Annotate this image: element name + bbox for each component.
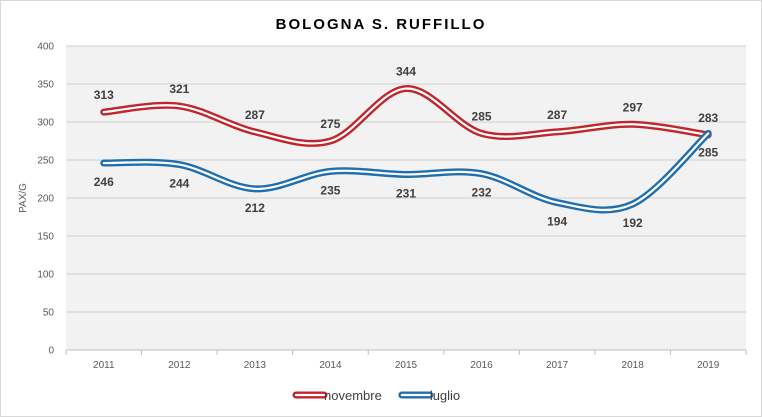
data-label: 285 xyxy=(698,145,718,159)
y-tick-label: 50 xyxy=(43,308,55,319)
data-label: 246 xyxy=(94,175,114,189)
data-label: 231 xyxy=(396,186,416,200)
y-tick-label: 400 xyxy=(37,42,54,53)
x-tick-label: 2016 xyxy=(470,360,493,371)
series-luglio xyxy=(100,129,712,214)
x-axis-ticks: 2011 2012 2013 2014 2015 2016 2017 2018 2019 xyxy=(93,360,720,371)
legend: novembre luglio xyxy=(292,388,460,403)
legend-label: novembre xyxy=(324,388,382,403)
data-label: 313 xyxy=(94,88,114,102)
data-label: 285 xyxy=(472,109,492,123)
legend-item-luglio: luglio xyxy=(398,388,460,403)
series-novembre xyxy=(100,85,712,147)
data-label: 283 xyxy=(698,111,718,125)
data-labels: 313 321 287 275 344 285 287 297 283 246 244 212 235 2… xyxy=(94,65,719,231)
data-label: 235 xyxy=(320,183,340,197)
y-tick-label: 250 xyxy=(37,156,54,167)
gridlines xyxy=(65,45,747,355)
data-label: 244 xyxy=(169,177,189,191)
x-tick-label: 2018 xyxy=(622,360,645,371)
data-label: 321 xyxy=(169,82,189,96)
data-label: 194 xyxy=(547,215,567,229)
y-tick-label: 100 xyxy=(37,270,54,281)
series-line-inner xyxy=(102,132,710,212)
data-label: 287 xyxy=(245,108,265,122)
series-layer xyxy=(100,85,712,214)
legend-label: luglio xyxy=(430,388,460,403)
x-tick-label: 2013 xyxy=(244,360,267,371)
data-label: 212 xyxy=(245,201,265,215)
y-axis-ticks: 0 50 100 150 200 250 300 350 400 xyxy=(37,42,54,357)
data-label: 287 xyxy=(547,108,567,122)
x-tick-label: 2014 xyxy=(319,360,342,371)
x-tick-label: 2011 xyxy=(93,360,115,371)
data-label: 232 xyxy=(472,186,492,200)
y-tick-label: 300 xyxy=(37,118,54,129)
legend-item-novembre: novembre xyxy=(292,388,382,403)
data-label: 297 xyxy=(623,100,643,114)
data-label: 192 xyxy=(623,216,643,230)
y-tick-label: 200 xyxy=(37,194,54,205)
y-tick-label: 0 xyxy=(48,346,54,357)
x-tick-label: 2012 xyxy=(168,360,191,371)
data-label: 344 xyxy=(396,65,416,79)
x-tick-label: 2019 xyxy=(697,360,720,371)
y-tick-label: 150 xyxy=(37,232,54,243)
y-axis-title: PAX/G xyxy=(18,183,29,213)
series-line-inner xyxy=(102,87,710,145)
x-tick-label: 2017 xyxy=(546,360,569,371)
y-tick-label: 350 xyxy=(37,80,54,91)
x-tick-label: 2015 xyxy=(395,360,418,371)
data-label: 275 xyxy=(320,117,340,131)
chart-title: BOLOGNA S. RUFFILLO xyxy=(275,16,487,33)
